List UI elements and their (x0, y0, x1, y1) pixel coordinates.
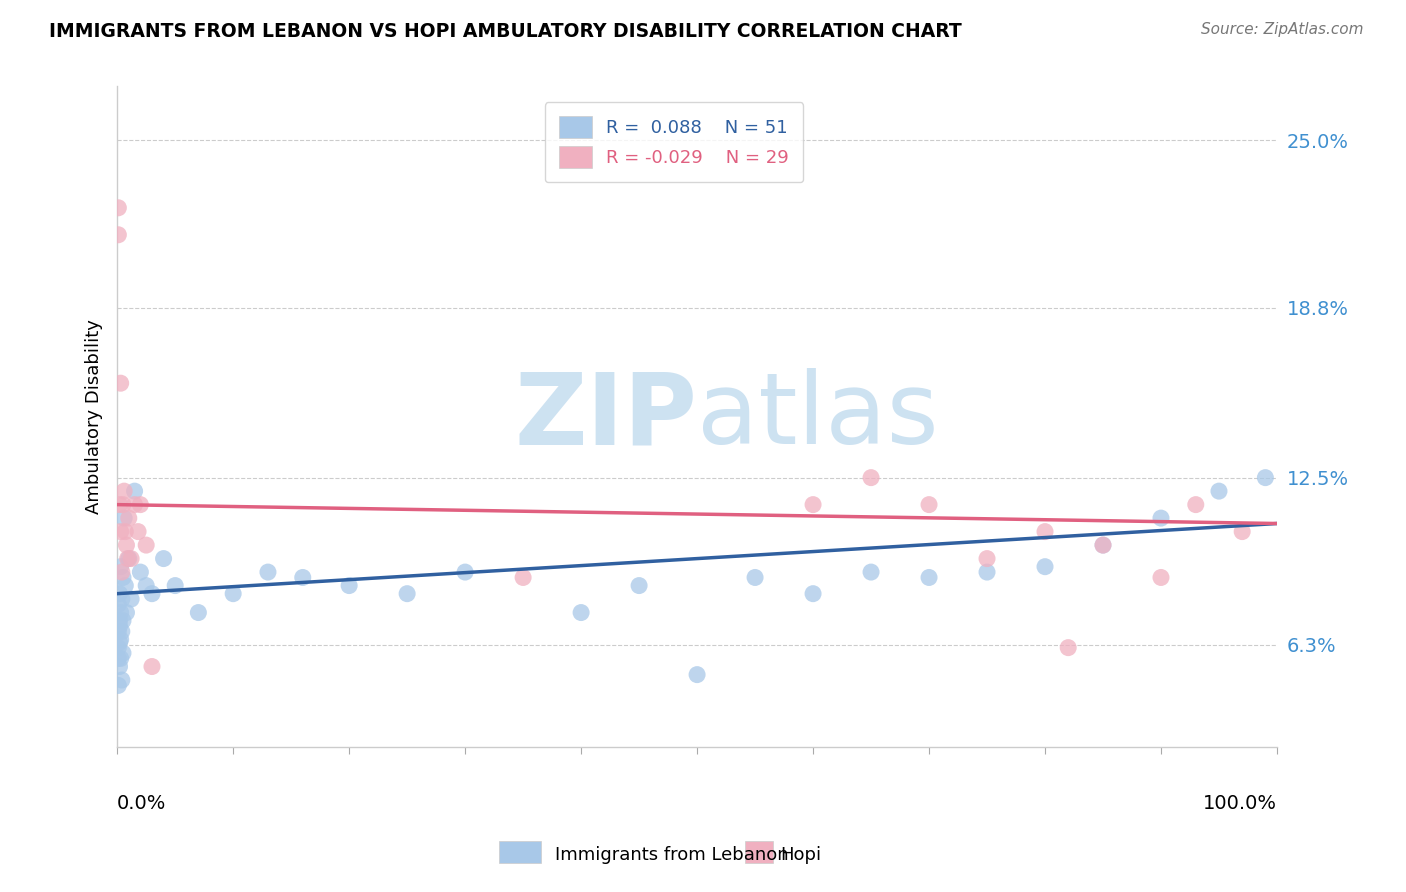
Point (454, 565, 477, 579)
Point (1033, 524, 1056, 539)
Point (124, 484, 146, 499)
Point (129, 498, 152, 512)
Point (569, 606, 592, 620)
Text: 0.0%: 0.0% (117, 794, 166, 813)
Text: 100.0%: 100.0% (1204, 794, 1277, 813)
Point (257, 565, 280, 579)
Point (107, 640, 129, 655)
Text: Immigrants from Lebanon: Immigrants from Lebanon (555, 846, 789, 863)
Point (107, 678, 129, 692)
Point (118, 551, 141, 566)
Point (120, 592, 142, 607)
Point (110, 559, 132, 574)
Point (127, 524, 149, 539)
Point (1091, 538, 1114, 552)
Point (108, 614, 131, 628)
Point (135, 538, 157, 552)
Point (110, 524, 132, 539)
Point (112, 484, 135, 499)
Point (860, 470, 883, 484)
Point (107, 651, 129, 665)
Point (111, 498, 134, 512)
Point (860, 565, 883, 579)
Point (135, 578, 157, 592)
Point (110, 606, 132, 620)
Point (1150, 570, 1173, 584)
Point (187, 606, 209, 620)
Point (152, 551, 174, 566)
Point (1184, 498, 1206, 512)
Point (124, 498, 146, 512)
Point (628, 578, 651, 592)
Text: IMMIGRANTS FROM LEBANON VS HOPI AMBULATORY DISABILITY CORRELATION CHART: IMMIGRANTS FROM LEBANON VS HOPI AMBULATO… (49, 22, 962, 41)
Point (744, 570, 766, 584)
Point (111, 614, 134, 628)
Point (111, 673, 134, 687)
Point (801, 587, 824, 601)
Point (120, 551, 142, 566)
Point (111, 592, 134, 607)
Point (115, 606, 138, 620)
Text: Source: ZipAtlas.com: Source: ZipAtlas.com (1201, 22, 1364, 37)
Legend: R =  0.088    N = 51, R = -0.029    N = 29: R = 0.088 N = 51, R = -0.029 N = 29 (544, 102, 803, 182)
Point (108, 659, 131, 673)
Point (918, 570, 941, 584)
Point (111, 646, 134, 660)
Point (108, 498, 131, 512)
Point (222, 587, 245, 601)
Point (396, 587, 419, 601)
Point (117, 551, 139, 566)
Text: atlas: atlas (697, 368, 939, 466)
Point (111, 624, 134, 639)
Point (918, 498, 941, 512)
Point (1057, 640, 1080, 655)
Point (108, 635, 131, 649)
Point (114, 578, 136, 592)
Point (1254, 470, 1277, 484)
Point (337, 578, 360, 592)
Y-axis label: Ambulatory Disability: Ambulatory Disability (86, 319, 103, 515)
Point (118, 511, 141, 525)
Point (165, 578, 187, 592)
Point (108, 587, 131, 601)
Point (115, 538, 138, 552)
Point (110, 651, 132, 665)
Point (107, 624, 129, 639)
Point (129, 565, 152, 579)
Point (1033, 559, 1056, 574)
Point (110, 376, 132, 391)
Point (512, 570, 534, 584)
Point (976, 565, 998, 579)
Point (110, 632, 132, 647)
Point (801, 498, 824, 512)
Point (291, 570, 314, 584)
Text: ZIP: ZIP (515, 368, 697, 466)
Point (114, 524, 136, 539)
Point (112, 511, 135, 525)
Point (141, 659, 163, 673)
Point (976, 551, 998, 566)
Point (1091, 538, 1114, 552)
Point (1150, 511, 1173, 525)
Point (107, 201, 129, 215)
Point (107, 598, 129, 612)
Point (108, 619, 131, 633)
Point (686, 667, 709, 681)
Point (111, 565, 134, 579)
Text: Hopi: Hopi (780, 846, 821, 863)
Point (141, 587, 163, 601)
Point (1208, 484, 1230, 499)
Point (1230, 524, 1253, 539)
Point (107, 227, 129, 242)
Point (111, 570, 134, 584)
